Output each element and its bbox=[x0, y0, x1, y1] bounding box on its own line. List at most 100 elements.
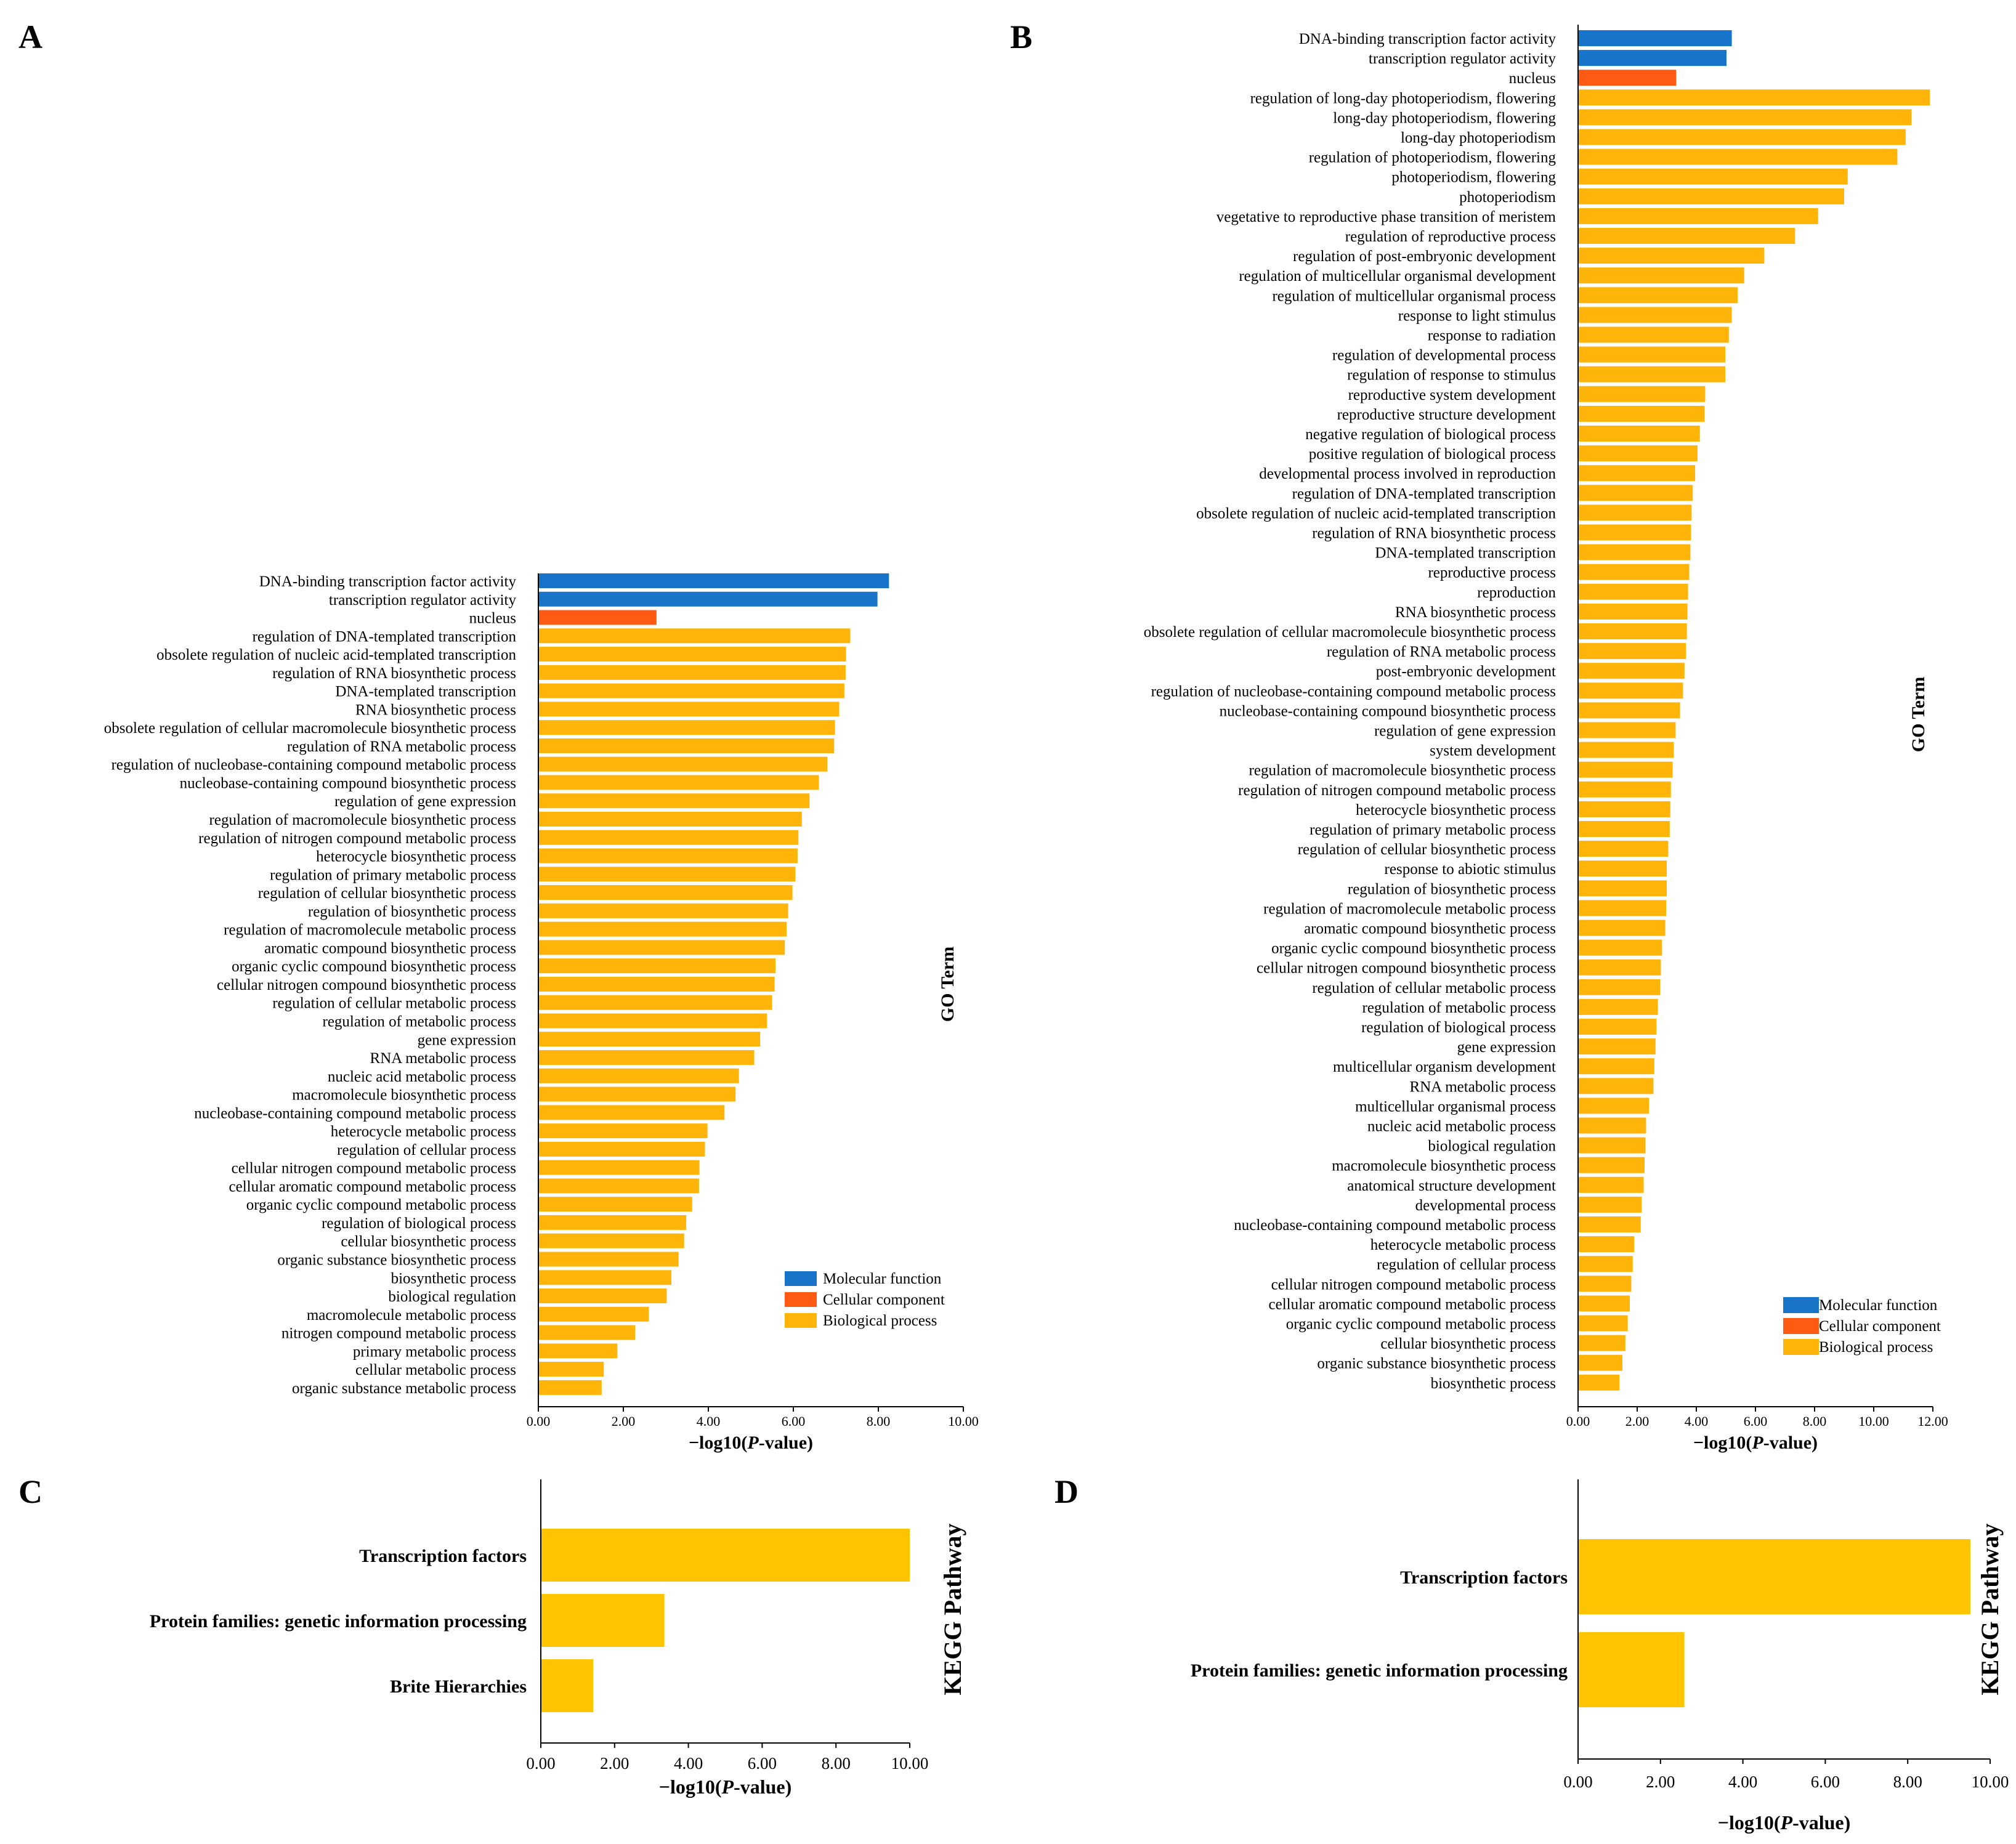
bar-a-heterocycle-metabolic-process bbox=[539, 1123, 708, 1139]
label-b-developmental-process: developmental process bbox=[1415, 1197, 1556, 1214]
label-a-regulation-of-biosynthetic-process: regulation of biosynthetic process bbox=[308, 904, 516, 920]
bar-b-developmental-process bbox=[1579, 1196, 1642, 1213]
bar-a-macromolecule-biosynthetic-process bbox=[539, 1086, 736, 1102]
bar-c-transcription-factors bbox=[541, 1529, 910, 1582]
label-a-cellular-nitrogen-compound-biosynthetic-process: cellular nitrogen compound biosynthetic … bbox=[217, 977, 516, 993]
bar-a-regulation-of-rna-biosynthetic-process bbox=[539, 665, 846, 680]
label-b-macromolecule-biosynthetic-process: macromolecule biosynthetic process bbox=[1332, 1158, 1556, 1175]
bar-b-rna-biosynthetic-process bbox=[1579, 603, 1688, 620]
label-a-organic-substance-metabolic-process: organic substance metabolic process bbox=[292, 1380, 516, 1397]
bar-b-aromatic-compound-biosynthetic-process bbox=[1579, 920, 1666, 936]
bar-a-primary-metabolic-process bbox=[539, 1343, 618, 1359]
bar-a-nucleobase-containing-compound-metabolic-process bbox=[539, 1105, 725, 1120]
bar-b-regulation-of-macromolecule-biosynthetic-process bbox=[1579, 761, 1673, 778]
label-b-regulation-of-biological-process: regulation of biological process bbox=[1361, 1019, 1556, 1036]
label-a-nucleobase-containing-compound-biosynthetic-process: nucleobase-containing compound biosynthe… bbox=[180, 775, 516, 791]
bar-a-organic-cyclic-compound-biosynthetic-process bbox=[539, 958, 776, 974]
label-b-response-to-radiation: response to radiation bbox=[1428, 328, 1557, 344]
bar-b-regulation-of-reproductive-process bbox=[1579, 228, 1795, 244]
label-a-primary-metabolic-process: primary metabolic process bbox=[353, 1343, 516, 1360]
label-a-regulation-of-metabolic-process: regulation of metabolic process bbox=[323, 1013, 516, 1030]
label-b-cellular-nitrogen-compound-biosynthetic-process: cellular nitrogen compound biosynthetic … bbox=[1257, 960, 1556, 977]
kegg-chart-c: Transcription factors Protein families: g… bbox=[150, 1479, 966, 1798]
bar-b-regulation-of-gene-expression bbox=[1579, 722, 1676, 738]
x-tick-label-c-2-00: 2.00 bbox=[600, 1754, 629, 1773]
label-a-heterocycle-metabolic-process: heterocycle metabolic process bbox=[331, 1123, 516, 1140]
bar-a-dna-binding-transcription-factor-activity bbox=[539, 573, 889, 588]
label-a-biosynthetic-process: biosynthetic process bbox=[391, 1270, 516, 1287]
x-tick-label-b-10-00: 10.00 bbox=[1858, 1413, 1889, 1429]
label-b-organic-cyclic-compound-biosynthetic-process: organic cyclic compound biosynthetic pro… bbox=[1271, 940, 1556, 957]
x-tick-label-c-4-00: 4.00 bbox=[674, 1754, 703, 1773]
go-chart-a: DNA-binding transcription factor activit… bbox=[104, 573, 979, 1453]
label-a-heterocycle-biosynthetic-process: heterocycle biosynthetic process bbox=[316, 849, 516, 865]
label-b-multicellular-organismal-process: multicellular organismal process bbox=[1355, 1098, 1556, 1115]
x-tick-label-d-4-00: 4.00 bbox=[1728, 1773, 1757, 1791]
label-b-heterocycle-biosynthetic-process: heterocycle biosynthetic process bbox=[1356, 802, 1556, 819]
bar-b-regulation-of-biosynthetic-process bbox=[1579, 880, 1667, 897]
bar-b-dna-binding-transcription-factor-activity bbox=[1579, 30, 1732, 46]
label-a-regulation-of-rna-biosynthetic-process: regulation of RNA biosynthetic process bbox=[272, 665, 516, 682]
label-b-regulation-of-reproductive-process: regulation of reproductive process bbox=[1345, 228, 1556, 245]
label-b-anatomical-structure-development: anatomical structure development bbox=[1347, 1178, 1556, 1194]
label-a-organic-cyclic-compound-biosynthetic-process: organic cyclic compound biosynthetic pro… bbox=[232, 958, 516, 975]
label-b-cellular-biosynthetic-process: cellular biosynthetic process bbox=[1380, 1336, 1556, 1353]
label-b-organic-cyclic-compound-metabolic-process: organic cyclic compound metabolic proces… bbox=[1286, 1316, 1556, 1333]
bar-b-regulation-of-response-to-stimulus bbox=[1579, 366, 1726, 382]
bar-a-regulation-of-nitrogen-compound-metabolic-process bbox=[539, 830, 799, 845]
label-b-dna-binding-transcription-factor-activity: DNA-binding transcription factor activit… bbox=[1299, 31, 1557, 47]
bar-b-photoperiodism-flowering bbox=[1579, 168, 1848, 185]
bar-a-regulation-of-nucleobase-containing-compound-metabolic-process bbox=[539, 756, 828, 772]
bar-b-regulation-of-multicellular-organismal-process bbox=[1579, 287, 1738, 304]
label-b-regulation-of-primary-metabolic-process: regulation of primary metabolic process bbox=[1310, 822, 1556, 838]
bar-b-regulation-of-cellular-metabolic-process bbox=[1579, 979, 1661, 995]
x-tick-label-b-8-00: 8.00 bbox=[1803, 1413, 1827, 1429]
bar-a-regulation-of-dna-templated-transcription bbox=[539, 628, 851, 644]
bar-b-heterocycle-biosynthetic-process bbox=[1579, 801, 1670, 817]
label-a-nitrogen-compound-metabolic-process: nitrogen compound metabolic process bbox=[281, 1325, 516, 1342]
label-b-nucleic-acid-metabolic-process: nucleic acid metabolic process bbox=[1367, 1118, 1556, 1135]
bar-b-regulation-of-post-embryonic-development bbox=[1579, 248, 1765, 264]
label-b-regulation-of-metabolic-process: regulation of metabolic process bbox=[1362, 1000, 1556, 1016]
label-a-biological-regulation: biological regulation bbox=[388, 1288, 516, 1305]
label-a-macromolecule-biosynthetic-process: macromolecule biosynthetic process bbox=[292, 1087, 516, 1104]
bar-b-long-day-photoperiodism bbox=[1579, 129, 1906, 145]
bar-b-reproductive-system-development bbox=[1579, 386, 1706, 402]
y-axis-title-d: KEGG Pathway bbox=[1976, 1524, 2004, 1696]
bar-b-response-to-abiotic-stimulus bbox=[1579, 860, 1667, 877]
bar-b-regulation-of-nucleobase-containing-compound-metabolic-process bbox=[1579, 682, 1683, 699]
label-a-aromatic-compound-biosynthetic-process: aromatic compound biosynthetic process bbox=[264, 940, 516, 956]
y-axis-title-c: KEGG Pathway bbox=[939, 1524, 966, 1696]
bar-b-regulation-of-rna-metabolic-process bbox=[1579, 643, 1686, 660]
legend-b-swatch-molecular-function bbox=[1783, 1297, 1819, 1313]
label-a-cellular-metabolic-process: cellular metabolic process bbox=[355, 1362, 516, 1378]
label-b-regulation-of-macromolecule-metabolic-process: regulation of macromolecule metabolic pr… bbox=[1263, 900, 1556, 917]
bar-b-organic-cyclic-compound-biosynthetic-process bbox=[1579, 939, 1662, 956]
label-a-rna-metabolic-process: RNA metabolic process bbox=[370, 1050, 516, 1067]
x-tick-label-c-10-00: 10.00 bbox=[891, 1754, 929, 1773]
bar-a-rna-metabolic-process bbox=[539, 1050, 755, 1066]
x-tick-label-b-4-00: 4.00 bbox=[1685, 1413, 1709, 1429]
bar-b-response-to-light-stimulus bbox=[1579, 307, 1732, 323]
x-tick-label-d-8-00: 8.00 bbox=[1893, 1773, 1922, 1791]
bar-a-regulation-of-cellular-metabolic-process bbox=[539, 995, 772, 1010]
x-tick-label-c-0-00: 0.00 bbox=[526, 1754, 555, 1773]
label-a-cellular-aromatic-compound-metabolic-process: cellular aromatic compound metabolic pro… bbox=[229, 1178, 517, 1195]
label-b-regulation-of-post-embryonic-development: regulation of post-embryonic development bbox=[1293, 248, 1556, 265]
bar-b-vegetative-to-reproductive-phase-transition-of-meristem bbox=[1579, 208, 1818, 224]
bar-a-cellular-nitrogen-compound-biosynthetic-process bbox=[539, 976, 775, 992]
legend-b-biological-process: Biological process bbox=[1819, 1339, 1933, 1356]
label-b-regulation-of-multicellular-organismal-development: regulation of multicellular organismal d… bbox=[1239, 268, 1556, 285]
bar-b-regulation-of-cellular-process bbox=[1579, 1256, 1633, 1272]
label-b-rna-metabolic-process: RNA metabolic process bbox=[1410, 1078, 1556, 1095]
x-tick-label-a-6-00: 6.00 bbox=[782, 1413, 806, 1429]
label-b-regulation-of-dna-templated-transcription: regulation of DNA-templated transcriptio… bbox=[1292, 485, 1557, 502]
label-a-regulation-of-gene-expression: regulation of gene expression bbox=[334, 793, 517, 810]
bar-b-multicellular-organism-development bbox=[1579, 1058, 1654, 1075]
bar-b-response-to-radiation bbox=[1579, 326, 1729, 343]
label-b-response-to-abiotic-stimulus: response to abiotic stimulus bbox=[1385, 861, 1556, 878]
label-a-regulation-of-primary-metabolic-process: regulation of primary metabolic process bbox=[270, 867, 516, 883]
bar-a-regulation-of-biosynthetic-process bbox=[539, 903, 788, 918]
label-b-gene-expression: gene expression bbox=[1457, 1039, 1557, 1056]
label-a-regulation-of-cellular-biosynthetic-process: regulation of cellular biosynthetic proc… bbox=[258, 885, 516, 902]
